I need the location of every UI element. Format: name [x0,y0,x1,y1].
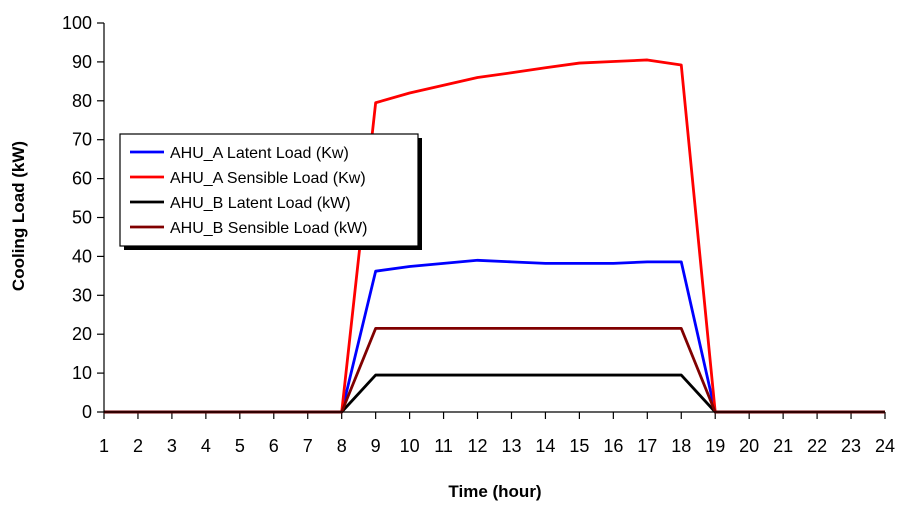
legend-label: AHU_A Sensible Load (Kw) [170,170,366,187]
x-tick-label: 5 [235,436,245,456]
x-tick-label: 13 [501,436,521,456]
x-tick-label: 19 [705,436,725,456]
y-tick-label: 60 [72,169,92,189]
legend-label: AHU_A Latent Load (Kw) [170,145,349,162]
y-tick-label: 10 [72,363,92,383]
x-tick-label: 10 [400,436,420,456]
y-tick-label: 30 [72,285,92,305]
y-axis-ticks: 0 10 20 30 40 50 60 70 80 90 100 [62,13,104,422]
x-axis-ticks: 1 2 3 4 5 6 7 8 9 10 11 12 13 14 15 16 17 18 19 20 21 22 23 24 [99,412,895,456]
legend-box [119,133,419,247]
x-axis-title: Time (hour) [448,482,541,501]
x-tick-label: 20 [739,436,759,456]
y-axis-title: Cooling Load (kW) [9,141,28,291]
x-tick-label: 17 [637,436,657,456]
y-tick-label: 100 [62,13,92,33]
series-line-3 [104,373,885,414]
x-tick-label: 6 [269,436,279,456]
x-tick-label: 18 [671,436,691,456]
x-tick-label: 12 [468,436,488,456]
y-tick-label: 70 [72,130,92,150]
series-line-4 [104,326,885,414]
y-tick-label: 90 [72,52,92,72]
x-tick-label: 3 [167,436,177,456]
x-tick-label: 4 [201,436,211,456]
x-tick-label: 2 [133,436,143,456]
x-tick-label: 24 [875,436,895,456]
x-tick-label: 16 [603,436,623,456]
y-tick-label: 0 [82,402,92,422]
x-tick-label: 7 [303,436,313,456]
x-tick-label: 11 [434,436,453,456]
legend: AHU_A Latent Load (Kw) AHU_A Sensible Loa… [119,133,422,250]
x-tick-label: 23 [841,436,861,456]
x-tick-label: 15 [569,436,589,456]
legend-label: AHU_B Latent Load (kW) [170,195,351,212]
x-tick-label: 9 [371,436,381,456]
series-line-1 [104,258,885,414]
x-tick-label: 1 [99,436,109,456]
y-tick-label: 80 [72,91,92,111]
x-tick-label: 22 [807,436,827,456]
y-tick-label: 40 [72,246,92,266]
x-tick-label: 8 [337,436,347,456]
y-tick-label: 50 [72,208,92,228]
x-tick-label: 14 [535,436,555,456]
y-tick-label: 20 [72,324,92,344]
legend-label: AHU_B Sensible Load (kW) [170,220,367,237]
x-tick-label: 21 [773,436,793,456]
